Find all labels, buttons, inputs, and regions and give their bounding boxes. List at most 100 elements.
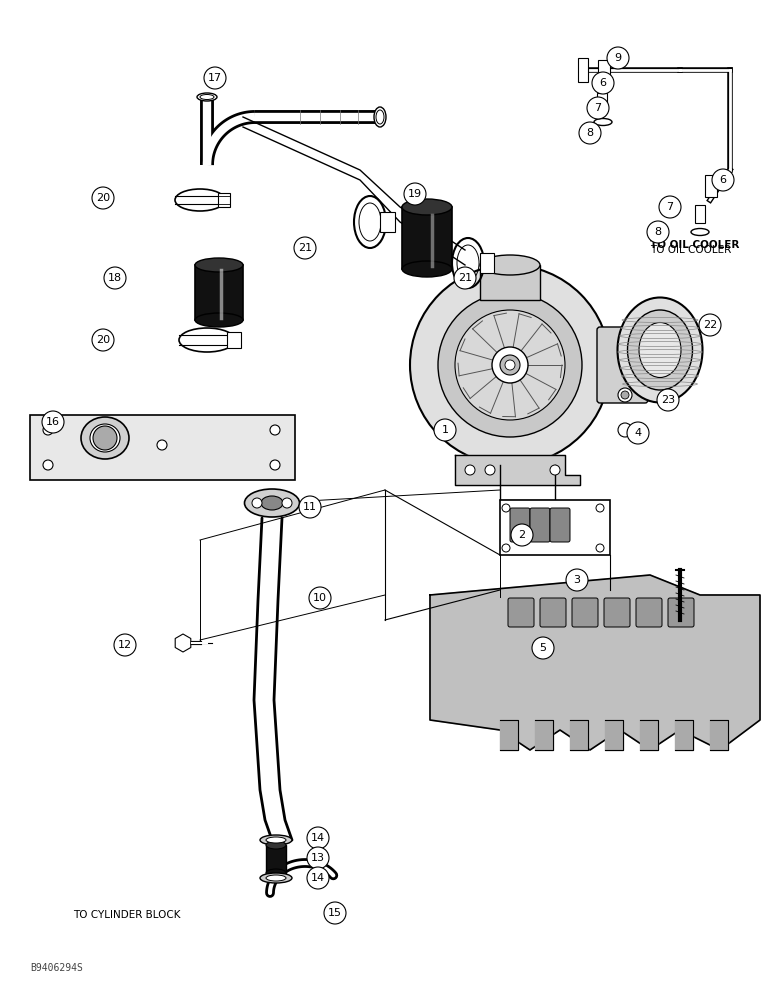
Text: 13: 13 xyxy=(311,853,325,863)
Polygon shape xyxy=(640,720,658,750)
Circle shape xyxy=(587,97,609,119)
FancyBboxPatch shape xyxy=(510,508,530,542)
Ellipse shape xyxy=(266,875,286,881)
Circle shape xyxy=(92,187,114,209)
Circle shape xyxy=(270,425,280,435)
Circle shape xyxy=(307,867,329,889)
Ellipse shape xyxy=(266,869,286,877)
Circle shape xyxy=(532,637,554,659)
Ellipse shape xyxy=(260,835,292,845)
Circle shape xyxy=(607,47,629,69)
FancyBboxPatch shape xyxy=(668,598,694,627)
Circle shape xyxy=(309,587,331,609)
Circle shape xyxy=(404,183,426,205)
Ellipse shape xyxy=(195,258,243,272)
Circle shape xyxy=(502,544,510,552)
Polygon shape xyxy=(605,720,623,750)
Circle shape xyxy=(434,419,456,441)
Circle shape xyxy=(596,504,604,512)
Ellipse shape xyxy=(81,417,129,459)
Text: 14: 14 xyxy=(311,873,325,883)
Text: 10: 10 xyxy=(313,593,327,603)
Text: 2: 2 xyxy=(519,530,526,540)
Text: 18: 18 xyxy=(108,273,122,283)
Bar xyxy=(218,193,230,207)
Circle shape xyxy=(511,524,533,546)
Text: 17: 17 xyxy=(208,73,222,83)
Text: 4: 4 xyxy=(635,428,642,438)
Text: 15: 15 xyxy=(328,908,342,918)
Text: TO CYLINDER BLOCK: TO CYLINDER BLOCK xyxy=(73,910,181,920)
Text: 14: 14 xyxy=(311,833,325,843)
Ellipse shape xyxy=(261,496,283,510)
Circle shape xyxy=(592,72,614,94)
Ellipse shape xyxy=(266,837,286,843)
Text: 7: 7 xyxy=(666,202,673,212)
Ellipse shape xyxy=(618,298,703,402)
Circle shape xyxy=(438,293,582,437)
Text: 16: 16 xyxy=(46,417,60,427)
FancyBboxPatch shape xyxy=(604,598,630,627)
Circle shape xyxy=(659,196,681,218)
Bar xyxy=(480,265,540,300)
Ellipse shape xyxy=(628,310,692,390)
Bar xyxy=(380,212,395,232)
Bar xyxy=(480,253,494,273)
Circle shape xyxy=(410,265,610,465)
Circle shape xyxy=(92,329,114,351)
Bar xyxy=(30,415,295,480)
Ellipse shape xyxy=(639,322,681,377)
Circle shape xyxy=(579,122,601,144)
Polygon shape xyxy=(430,575,760,750)
Polygon shape xyxy=(675,720,693,750)
Circle shape xyxy=(270,460,280,470)
Circle shape xyxy=(502,504,510,512)
Circle shape xyxy=(282,498,292,508)
Circle shape xyxy=(307,827,329,849)
Text: 20: 20 xyxy=(96,193,110,203)
Circle shape xyxy=(252,498,262,508)
Ellipse shape xyxy=(402,261,452,277)
Bar xyxy=(597,93,607,111)
Polygon shape xyxy=(455,455,580,485)
Circle shape xyxy=(618,423,632,437)
Bar xyxy=(402,207,452,269)
Ellipse shape xyxy=(195,313,243,327)
Bar xyxy=(598,60,610,85)
Text: TO OIL COOLER: TO OIL COOLER xyxy=(650,245,731,255)
Ellipse shape xyxy=(197,93,217,101)
Text: 3: 3 xyxy=(574,575,581,585)
Circle shape xyxy=(43,425,53,435)
Circle shape xyxy=(294,237,316,259)
Polygon shape xyxy=(710,720,728,750)
Circle shape xyxy=(657,389,679,411)
FancyBboxPatch shape xyxy=(540,598,566,627)
Circle shape xyxy=(104,267,126,289)
Polygon shape xyxy=(570,720,588,750)
Polygon shape xyxy=(535,720,553,750)
Text: 11: 11 xyxy=(303,502,317,512)
Circle shape xyxy=(307,847,329,869)
Circle shape xyxy=(500,355,520,375)
Circle shape xyxy=(157,440,167,450)
Text: 5: 5 xyxy=(540,643,547,653)
Ellipse shape xyxy=(374,107,386,127)
FancyBboxPatch shape xyxy=(550,508,570,542)
Ellipse shape xyxy=(266,841,286,849)
Text: 1: 1 xyxy=(442,425,449,435)
Circle shape xyxy=(550,465,560,475)
Text: 21: 21 xyxy=(458,273,472,283)
Bar xyxy=(266,845,286,873)
Text: 6: 6 xyxy=(600,78,607,88)
Circle shape xyxy=(324,902,346,924)
Circle shape xyxy=(485,465,495,475)
FancyBboxPatch shape xyxy=(597,327,648,403)
Circle shape xyxy=(465,465,475,475)
FancyBboxPatch shape xyxy=(572,598,598,627)
Circle shape xyxy=(299,496,321,518)
Bar xyxy=(578,58,588,82)
Ellipse shape xyxy=(402,199,452,215)
FancyBboxPatch shape xyxy=(508,598,534,627)
Text: TO OIL COOLER: TO OIL COOLER xyxy=(650,240,740,250)
Circle shape xyxy=(455,310,565,420)
